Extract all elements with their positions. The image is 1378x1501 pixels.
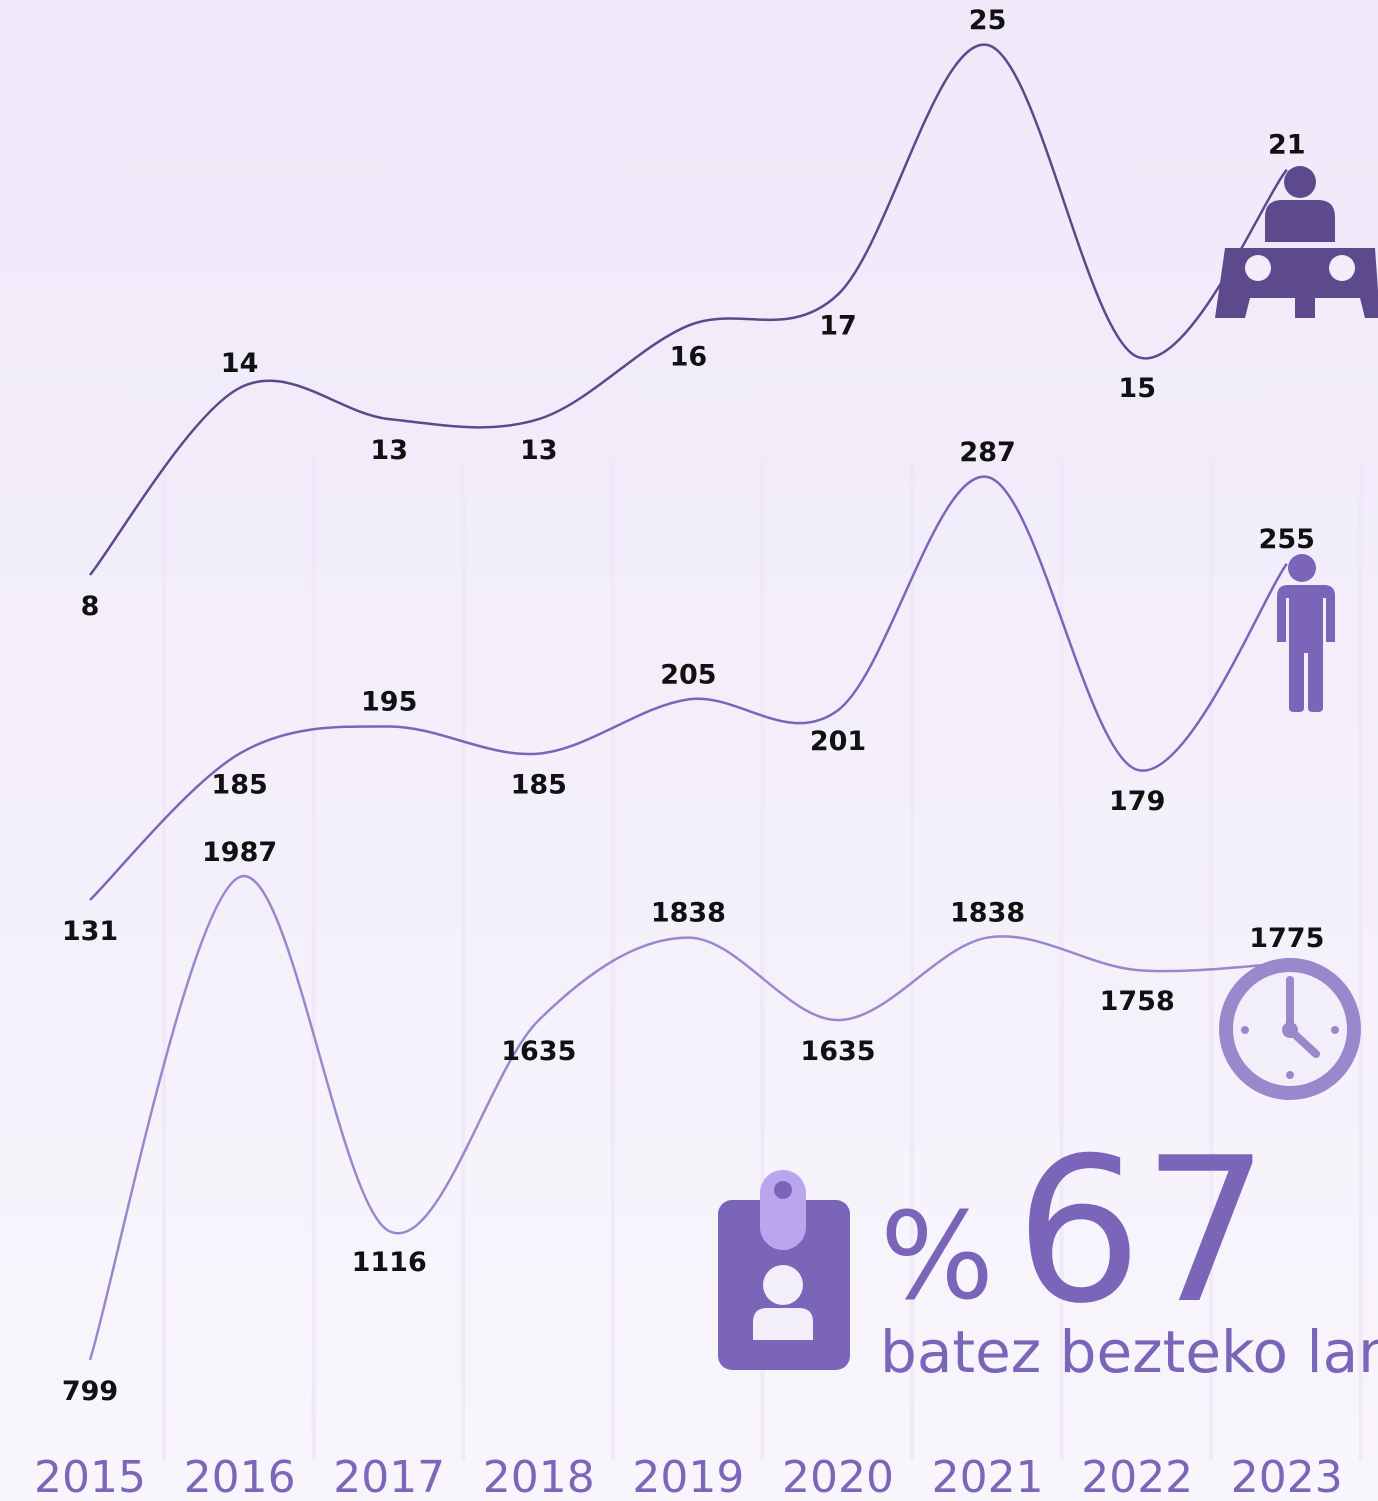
data-label: 17 (819, 310, 857, 341)
series-line (88, 875, 1287, 1361)
data-label: 13 (370, 435, 408, 466)
highlight-number: 67 (1015, 1115, 1270, 1348)
data-label: 1838 (950, 898, 1025, 929)
x-tick-label: 2020 (782, 1452, 894, 1501)
data-label: 25 (969, 5, 1007, 36)
x-tick-label: 2015 (34, 1452, 146, 1501)
data-label: 1775 (1249, 923, 1324, 954)
data-label: 8 (81, 591, 100, 622)
data-label: 1116 (352, 1247, 427, 1278)
data-label: 287 (959, 437, 1015, 468)
column-stripe (461, 460, 466, 1460)
data-label: 15 (1118, 373, 1156, 404)
data-label: 255 (1259, 524, 1315, 555)
column-stripe (1358, 460, 1363, 1460)
data-label: 201 (810, 726, 866, 757)
percent-symbol: % (880, 1188, 994, 1327)
x-tick-label: 2023 (1231, 1452, 1343, 1501)
data-label: 195 (361, 686, 417, 717)
column-stripe (1209, 460, 1214, 1460)
column-stripe (760, 460, 765, 1460)
x-tick-label: 2022 (1081, 1452, 1193, 1501)
data-label: 1987 (202, 837, 277, 868)
column-stripe (910, 460, 914, 1460)
data-label: 1635 (501, 1036, 576, 1067)
series-line (89, 43, 1288, 576)
column-stripe (1059, 460, 1064, 1460)
x-tick-label: 2021 (932, 1452, 1044, 1501)
data-label: 13 (520, 435, 558, 466)
highlight-caption: batez bezteko lan (880, 1318, 1378, 1386)
column-stripe (311, 460, 316, 1460)
person-icon (1277, 554, 1335, 712)
data-label: 179 (1109, 786, 1165, 817)
data-label: 1758 (1100, 986, 1175, 1017)
badge-icon (718, 1170, 850, 1370)
meeting-icon (1215, 166, 1378, 318)
data-label: 16 (670, 342, 708, 373)
clock-icon (1219, 958, 1361, 1100)
column-stripe (162, 460, 166, 1460)
lines (88, 43, 1288, 1361)
data-label: 14 (221, 348, 259, 379)
data-label: 21 (1268, 130, 1306, 161)
data-label: 205 (660, 659, 716, 690)
series-line (89, 475, 1288, 901)
x-tick-label: 2016 (184, 1452, 296, 1501)
data-label: 185 (511, 770, 567, 801)
x-tick-label: 2019 (632, 1452, 744, 1501)
x-tick-label: 2018 (483, 1452, 595, 1501)
data-label: 185 (211, 770, 267, 801)
data-label: 1635 (800, 1036, 875, 1067)
x-tick-label: 2017 (333, 1452, 445, 1501)
data-label: 131 (62, 916, 118, 947)
data-label: 799 (62, 1376, 118, 1407)
data-label: 1838 (651, 898, 726, 929)
